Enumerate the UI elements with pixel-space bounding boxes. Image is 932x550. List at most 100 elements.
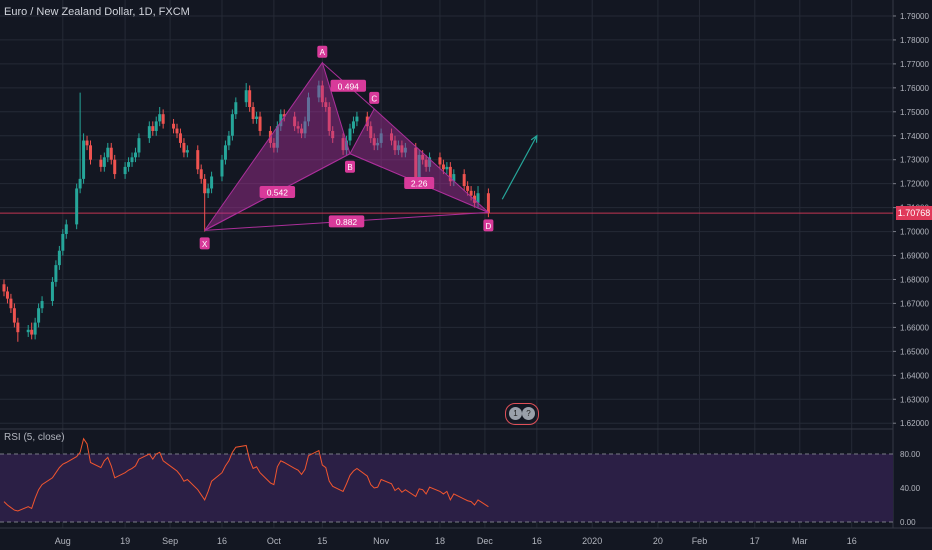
candle-body	[403, 147, 407, 153]
candle-body	[421, 154, 425, 160]
candle-body	[30, 329, 34, 335]
candle-body	[476, 193, 480, 203]
candle-body	[372, 138, 376, 146]
candle-body	[54, 265, 58, 282]
candle-body	[428, 157, 432, 167]
candle-body	[161, 114, 165, 124]
time-tick-label: 19	[120, 536, 130, 546]
candle-body	[185, 150, 189, 153]
harmonic-pattern[interactable]: X A B C D 0.542 0.494 2.26 0.882	[199, 45, 538, 250]
pattern-ratio-label: 2.26	[411, 179, 428, 189]
candle-body	[102, 157, 106, 167]
candle-body	[282, 114, 286, 117]
pattern-ratio-badge	[404, 177, 435, 190]
pattern-ratio-label: 0.494	[338, 81, 360, 91]
price-tick-label: 1.77000	[900, 60, 929, 69]
price-tick-label: 1.78000	[900, 36, 929, 45]
candle-body	[137, 138, 141, 153]
candle-body	[438, 157, 442, 165]
time-tick-label: Feb	[692, 536, 708, 546]
pattern-point-b: B	[347, 163, 352, 172]
event-badge-a[interactable]: 1	[509, 407, 522, 420]
candle-body	[203, 178, 207, 194]
candle-body	[158, 114, 162, 122]
candle-body	[296, 126, 300, 129]
pattern-ratio-badge	[259, 186, 296, 199]
candle-body	[113, 159, 117, 175]
candle-body	[345, 140, 349, 151]
price-tick-label: 1.73000	[900, 156, 929, 165]
candle-body	[317, 85, 321, 98]
time-tick-label: 16	[532, 536, 542, 546]
price-tick-label: 1.74000	[900, 132, 929, 141]
candle-body	[175, 128, 179, 134]
time-tick-label: Sep	[162, 536, 178, 546]
candle-body	[251, 107, 255, 119]
candle-body	[147, 126, 151, 139]
candle-body	[244, 90, 248, 103]
price-tick-label: 1.64000	[900, 371, 929, 380]
candle-body	[445, 166, 449, 170]
candle-body	[5, 291, 9, 299]
candle-body	[255, 116, 259, 119]
candle-body	[462, 174, 466, 187]
time-tick-label: 17	[750, 536, 760, 546]
candle-body	[234, 102, 238, 115]
candle-body	[199, 169, 203, 179]
price-tick-label: 1.75000	[900, 108, 929, 117]
candle-body	[227, 135, 231, 146]
calendar-event-icon[interactable]: 1 ?	[505, 403, 539, 425]
pattern-ratio-badge	[328, 215, 365, 228]
pattern-triangle-bcd	[349, 108, 489, 213]
candle-body	[196, 150, 200, 170]
candle-body	[272, 142, 276, 148]
candle-body	[424, 159, 428, 167]
candle-body	[452, 174, 456, 182]
candle-body	[50, 281, 54, 302]
event-badge-b[interactable]: ?	[522, 407, 535, 420]
candle-body	[348, 128, 352, 141]
candle-body	[486, 193, 490, 214]
rsi-tick-label: 80.00	[900, 450, 921, 459]
candle-body	[61, 233, 65, 251]
price-tick-label: 1.63000	[900, 395, 929, 404]
candle-body	[393, 140, 397, 151]
time-tick-label: 2020	[582, 536, 602, 546]
rsi-tick-label: 0.00	[900, 518, 916, 527]
candle-body	[9, 298, 13, 309]
price-tick-label: 1.69000	[900, 252, 929, 261]
projection-arrow	[501, 135, 538, 200]
candle-body	[469, 190, 473, 196]
candle-body	[99, 159, 103, 167]
candle-body	[223, 145, 227, 160]
candle-body	[154, 121, 158, 131]
time-tick-label: Oct	[267, 536, 282, 546]
projection-arrow-head	[530, 134, 538, 143]
price-tick-label: 1.79000	[900, 12, 929, 21]
rsi-title: RSI (5, close)	[4, 432, 65, 443]
rsi-tick-label: 40.00	[900, 484, 921, 493]
candle-body	[127, 162, 131, 167]
candle-body	[106, 147, 110, 158]
candle-body	[151, 126, 155, 131]
candle-body	[448, 166, 452, 182]
pattern-point-badge	[483, 219, 494, 232]
candle-body	[275, 126, 279, 148]
candle-body	[182, 142, 186, 153]
candle-body	[89, 145, 92, 160]
candle-body	[82, 140, 86, 179]
rsi-band	[0, 454, 893, 522]
candle-body	[220, 159, 224, 177]
candle-body	[130, 157, 134, 163]
candle-body	[2, 284, 6, 292]
candle-body	[85, 140, 89, 146]
candle-body	[320, 85, 324, 103]
price-tick-label: 1.72000	[900, 180, 929, 189]
candle-body	[12, 308, 16, 323]
candle-body	[206, 188, 210, 194]
price-tick-label: 1.70000	[900, 228, 929, 237]
candle-body	[417, 154, 421, 179]
last-price-label: 1.70768	[896, 206, 932, 221]
